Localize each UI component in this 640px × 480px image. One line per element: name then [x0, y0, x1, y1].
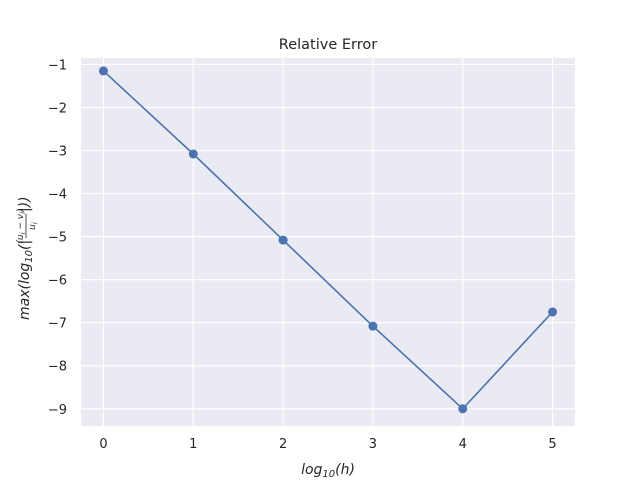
y-tick-label: −3	[48, 145, 67, 160]
y-tick-label: −9	[48, 403, 67, 418]
y-tick-label: −4	[48, 188, 67, 203]
svg-text:max(log10(|: max(log10(|	[17, 240, 35, 320]
x-axis-label-base: log	[301, 462, 322, 478]
x-tick-labels: 0 1 2 3 4 5	[99, 437, 556, 452]
x-tick-label: 1	[189, 437, 197, 452]
x-axis-label: log10(h)	[301, 462, 355, 480]
data-point	[368, 321, 378, 331]
series-line	[102, 70, 554, 410]
plot-area	[81, 58, 575, 426]
y-grid	[81, 63, 575, 410]
svg-text:|)): |))	[17, 196, 33, 212]
y-tick-label: −2	[48, 101, 67, 116]
x-tick-label: 5	[548, 437, 556, 452]
data-point	[188, 149, 198, 159]
x-tick-label: 3	[369, 437, 377, 452]
y-tick-label: −5	[48, 231, 67, 246]
x-axis-label-argument: (h)	[335, 462, 355, 478]
data-point	[458, 404, 468, 414]
svg-text:ui: ui	[28, 222, 39, 230]
x-axis-label-subscript: 10	[322, 469, 335, 480]
chart-title: Relative Error	[279, 37, 377, 53]
data-point	[548, 307, 558, 317]
y-tick-label: −1	[48, 58, 67, 73]
y-tick-label: −7	[48, 317, 67, 332]
svg-text:(ui − vi): (ui − vi)	[16, 208, 27, 243]
data-point	[278, 235, 288, 245]
y-tick-labels: −1 −2 −3 −4 −5 −6 −7 −8 −9	[48, 58, 67, 417]
data-point	[98, 66, 108, 76]
series-group	[98, 66, 558, 414]
y-tick-label: −6	[48, 274, 67, 289]
x-tick-label: 0	[99, 437, 107, 452]
y-tick-label: −8	[48, 360, 67, 375]
x-tick-label: 2	[279, 437, 287, 452]
y-axis-label: max(log10(| (ui − vi) ui |))	[16, 196, 39, 320]
x-tick-label: 4	[459, 437, 467, 452]
